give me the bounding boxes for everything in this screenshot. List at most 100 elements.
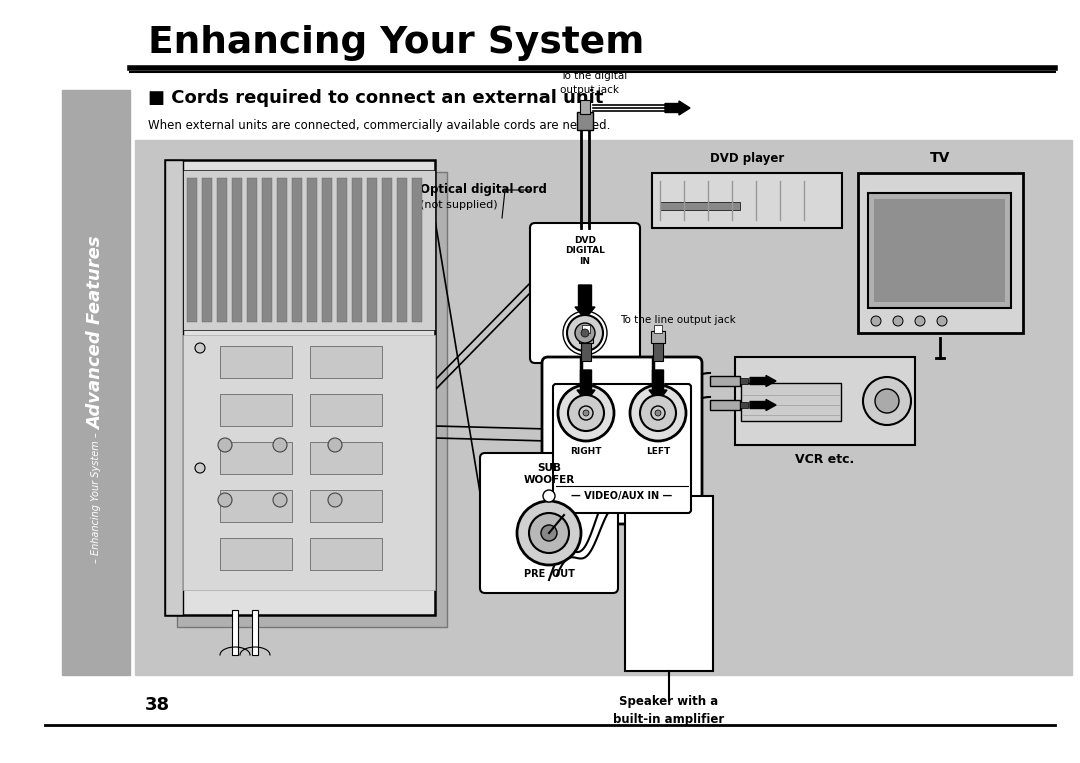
Text: SUB
WOOFER: SUB WOOFER [524, 463, 575, 485]
Text: (not supplied): (not supplied) [620, 378, 698, 388]
Bar [868, 193, 1011, 308]
Text: To the digital: To the digital [561, 71, 627, 81]
Circle shape [529, 513, 569, 553]
Bar [220, 442, 292, 474]
Bar [660, 202, 740, 210]
Circle shape [654, 410, 661, 416]
Bar [710, 376, 740, 386]
Circle shape [328, 438, 342, 452]
Text: output jack: output jack [561, 85, 619, 95]
Circle shape [581, 329, 589, 337]
Bar [247, 178, 257, 322]
Circle shape [273, 438, 287, 452]
FancyBboxPatch shape [480, 453, 618, 593]
Circle shape [893, 316, 903, 326]
Circle shape [937, 316, 947, 326]
Bar [310, 538, 382, 570]
Circle shape [579, 406, 593, 420]
Circle shape [195, 343, 205, 353]
Bar [135, 140, 1072, 675]
Bar [307, 178, 318, 322]
Bar [625, 496, 713, 671]
Circle shape [218, 438, 232, 452]
FancyBboxPatch shape [542, 357, 702, 524]
Bar [202, 178, 212, 322]
Circle shape [575, 323, 595, 343]
Bar [874, 199, 1005, 302]
Bar [220, 490, 292, 522]
Bar [653, 339, 663, 361]
FancyBboxPatch shape [553, 384, 691, 513]
FancyArrow shape [577, 370, 595, 402]
Circle shape [567, 315, 603, 351]
Bar [177, 172, 447, 627]
Text: (not supplied): (not supplied) [420, 200, 498, 210]
Bar [292, 178, 302, 322]
Bar [710, 400, 740, 410]
Circle shape [568, 395, 604, 431]
Circle shape [273, 493, 287, 507]
Bar [411, 178, 422, 322]
Bar [577, 112, 593, 130]
Text: – Enhancing Your System –: – Enhancing Your System – [91, 433, 102, 563]
FancyArrow shape [750, 375, 777, 387]
Text: Speaker with a: Speaker with a [619, 694, 718, 707]
FancyArrow shape [649, 370, 667, 402]
Text: To the line output jack: To the line output jack [620, 315, 735, 325]
FancyArrow shape [750, 400, 777, 410]
Bar [651, 331, 665, 343]
Bar [232, 178, 242, 322]
Bar [382, 178, 392, 322]
Circle shape [558, 385, 615, 441]
Bar [217, 178, 227, 322]
Bar [220, 346, 292, 378]
Text: When external units are connected, commercially available cords are needed.: When external units are connected, comme… [148, 118, 610, 131]
Circle shape [915, 316, 924, 326]
Text: built-in amplifier: built-in amplifier [613, 713, 725, 726]
Bar [858, 173, 1023, 333]
Circle shape [630, 385, 686, 441]
Bar [735, 357, 915, 445]
Bar [367, 178, 377, 322]
Bar [322, 178, 332, 322]
Bar [397, 178, 407, 322]
Bar [740, 402, 748, 408]
Bar [337, 178, 347, 322]
Text: — VIDEO/AUX IN —: — VIDEO/AUX IN — [571, 491, 673, 501]
Text: RIGHT: RIGHT [570, 446, 602, 456]
Text: ■ Cords required to connect an external unit: ■ Cords required to connect an external … [148, 89, 604, 107]
Bar [310, 346, 382, 378]
Text: Enhancing Your System: Enhancing Your System [148, 25, 645, 61]
Bar [652, 173, 842, 228]
Text: PRE  OUT: PRE OUT [524, 569, 575, 579]
Circle shape [875, 389, 899, 413]
Bar [62, 90, 130, 675]
Circle shape [195, 463, 205, 473]
Text: Advanced Features: Advanced Features [87, 237, 105, 430]
Text: 38: 38 [145, 696, 171, 714]
Circle shape [328, 493, 342, 507]
Bar [220, 538, 292, 570]
Circle shape [863, 377, 912, 425]
Bar [165, 160, 435, 615]
Bar [232, 610, 238, 655]
Bar [740, 378, 748, 384]
Bar [276, 178, 287, 322]
Bar [310, 442, 382, 474]
Circle shape [543, 490, 555, 502]
Text: TV: TV [930, 151, 950, 165]
Text: DVD player: DVD player [710, 152, 784, 165]
Text: VCR etc.: VCR etc. [795, 453, 854, 466]
Bar [352, 178, 362, 322]
Bar [310, 394, 382, 426]
Circle shape [218, 493, 232, 507]
Circle shape [583, 410, 589, 416]
Bar [654, 325, 662, 333]
Circle shape [640, 395, 676, 431]
Bar [252, 610, 258, 655]
Circle shape [517, 501, 581, 565]
Text: LEFT: LEFT [646, 446, 670, 456]
FancyBboxPatch shape [530, 223, 640, 363]
Circle shape [541, 525, 557, 541]
Bar [310, 490, 382, 522]
